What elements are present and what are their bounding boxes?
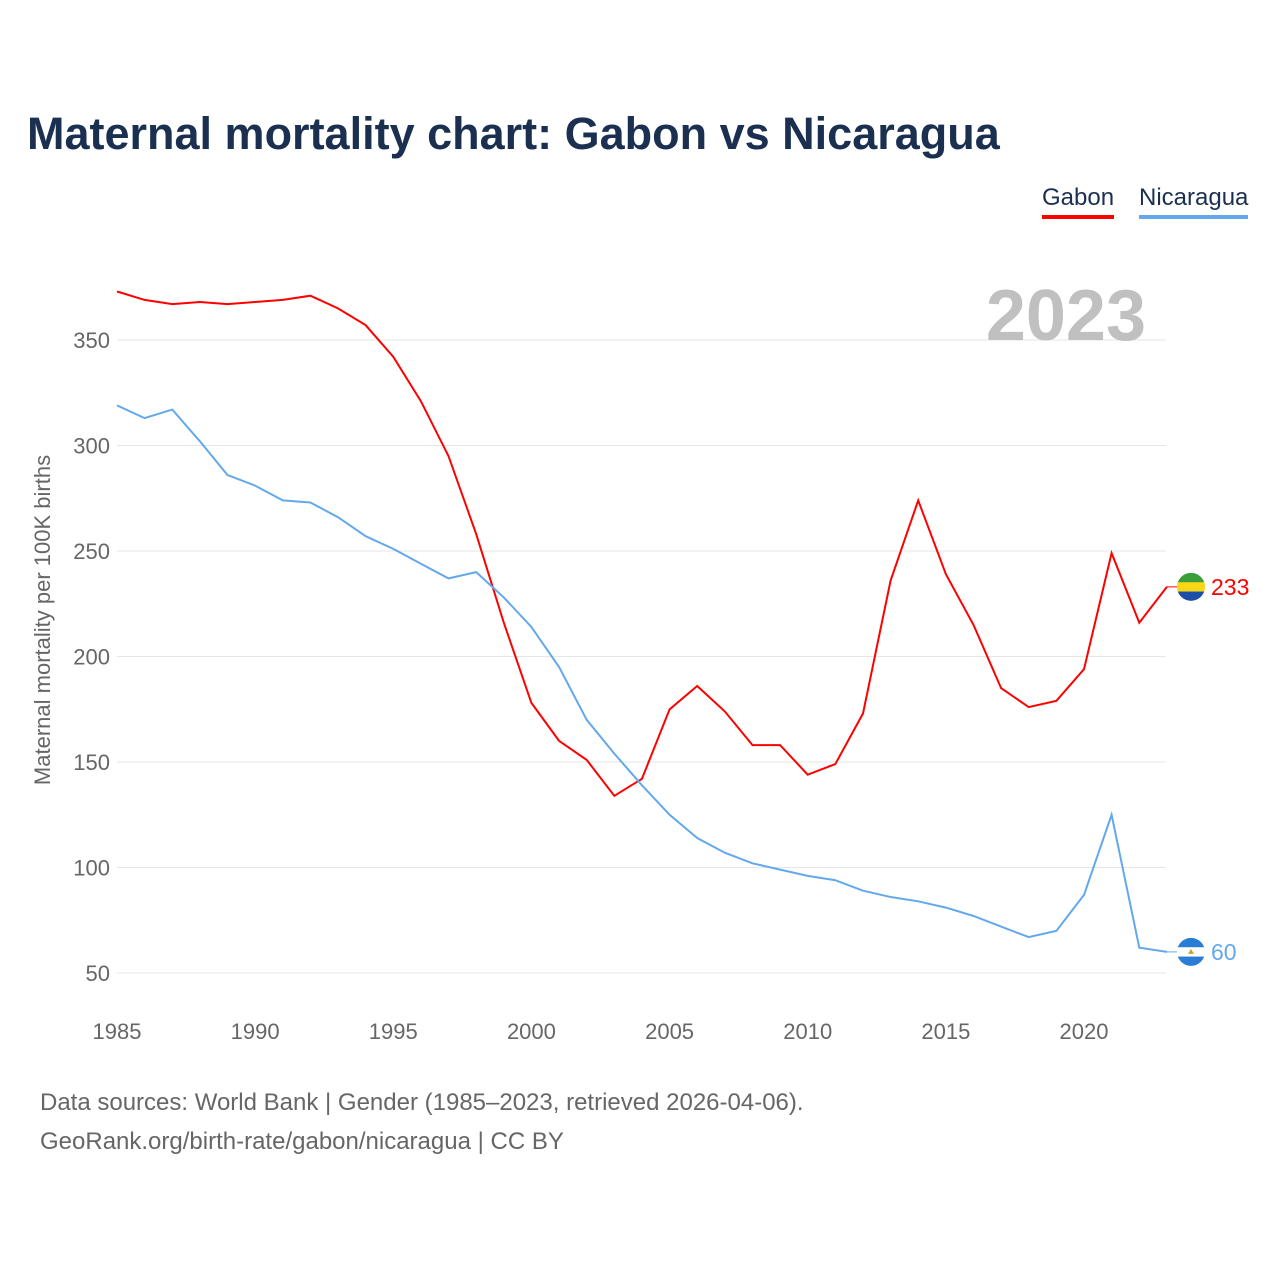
footer-source: Data sources: World Bank | Gender (1985–… xyxy=(40,1089,804,1116)
y-tick-label: 300 xyxy=(73,434,110,459)
year-watermark: 2023 xyxy=(986,276,1146,356)
legend-gabon[interactable]: Gabon xyxy=(1042,184,1115,219)
y-tick-label: 200 xyxy=(73,645,110,670)
end-value-label: 60 xyxy=(1211,939,1237,965)
x-tick-label: 2015 xyxy=(921,1019,970,1044)
x-tick-label: 1995 xyxy=(369,1019,418,1044)
x-tick-label: 2000 xyxy=(507,1019,556,1044)
y-tick-label: 50 xyxy=(86,961,110,986)
y-tick-label: 250 xyxy=(73,539,110,564)
nicaragua-flag-icon xyxy=(1177,937,1205,966)
x-tick-label: 2020 xyxy=(1060,1019,1109,1044)
gabon-flag-icon xyxy=(1177,572,1205,601)
series-line-gabon xyxy=(116,290,1168,798)
x-tick-label: 1990 xyxy=(231,1019,280,1044)
y-axis-label: Maternal mortality per 100K births xyxy=(30,455,55,785)
footer-link[interactable]: GeoRank.org/birth-rate/gabon/nicaragua |… xyxy=(40,1128,564,1155)
x-tick-label: 2005 xyxy=(645,1019,694,1044)
x-tick-label: 2010 xyxy=(783,1019,832,1044)
chart-title: Maternal mortality chart: Gabon vs Nicar… xyxy=(27,108,1000,159)
y-tick-label: 150 xyxy=(73,750,110,775)
x-tick-label: 1985 xyxy=(93,1019,142,1044)
end-value-label: 233 xyxy=(1211,574,1249,600)
series-line-nicaragua xyxy=(116,404,1168,953)
y-tick-label: 100 xyxy=(73,856,110,881)
y-tick-label: 350 xyxy=(73,328,110,353)
legend-nicaragua[interactable]: Nicaragua xyxy=(1139,184,1249,219)
